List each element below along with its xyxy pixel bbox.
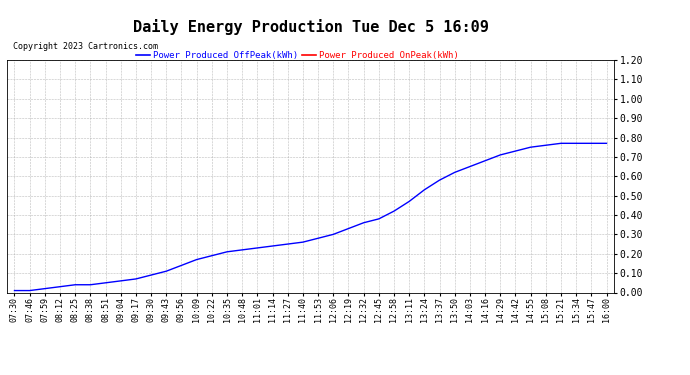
- Text: Copyright 2023 Cartronics.com: Copyright 2023 Cartronics.com: [13, 42, 158, 51]
- Legend: Power Produced OffPeak(kWh), Power Produced OnPeak(kWh): Power Produced OffPeak(kWh), Power Produ…: [133, 47, 462, 63]
- Text: Daily Energy Production Tue Dec 5 16:09: Daily Energy Production Tue Dec 5 16:09: [132, 19, 489, 35]
